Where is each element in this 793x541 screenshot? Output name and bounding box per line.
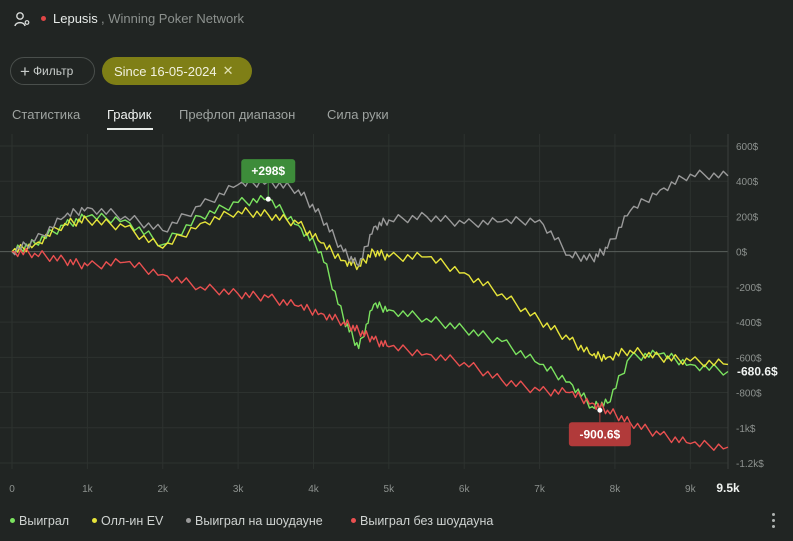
x-tick-label: 9k [685,484,697,495]
x-tick-label: 0 [9,484,15,495]
player-name: Lepusis [53,11,98,26]
max-value-label: +298$ [251,164,285,178]
min-value-label: -900.6$ [580,427,621,441]
date-filter-chip[interactable]: Since 16-05-2024 ✕ [102,57,252,85]
x-tick-label: 2k [157,484,169,495]
y-tick-label: 400$ [736,177,759,188]
extreme-point [597,407,603,413]
legend-dot [10,518,15,523]
close-icon[interactable]: ✕ [222,63,234,78]
legend-label: Выиграл без шоудауна [360,514,494,528]
legend-label: Олл-ин EV [101,514,164,528]
tab-statistics[interactable]: Статистика [12,107,81,122]
y-tick-label: -400$ [736,318,762,329]
y-tick-label: 200$ [736,212,759,223]
legend-item-showdown[interactable]: Выиграл на шоудауне [186,514,323,528]
extreme-point [265,196,271,202]
max-value-badge [241,159,296,184]
y-tick-label: -1k$ [736,424,756,435]
y-tick-label: -200$ [736,283,762,294]
y-tick-label: -600$ [736,353,762,364]
legend-dot [186,518,191,523]
x-tick-label: 4k [308,484,320,495]
tab-hand-strength[interactable]: Сила руки [327,107,389,122]
profit-chart[interactable]: 600$ 400$ 200$ 0$ -200$ -400$ -600$ -800$ -1k$ -1… [0,134,793,500]
y-tick-label: -1.2k$ [736,459,764,470]
status-dot [41,16,46,21]
active-tab-indicator [107,128,153,130]
legend-label: Выиграл на шоудауне [195,514,323,528]
user-settings-icon[interactable] [14,11,30,27]
date-filter-label: Since 16-05-2024 [114,63,217,79]
plus-icon: + [20,61,30,81]
showdown-line [11,169,729,267]
network-name: , Winning Poker Network [101,11,245,26]
end-value-label: -680.6$ [737,365,778,379]
allin-ev-line [11,206,729,368]
non-showdown-line [11,247,729,451]
legend-item-non-showdown[interactable]: Выиграл без шоудауна [351,514,493,528]
tab-bar: Статистика График Префлоп диапазон Сила … [0,104,793,132]
y-tick-label: 0$ [736,248,748,259]
top-bar: Lepusis , Winning Poker Network [0,0,793,38]
x-tick-label: 1k [82,484,94,495]
filter-label: Фильтр [32,64,74,78]
x-tick-label: 8k [610,484,622,495]
legend-item-won[interactable]: Выиграл [10,514,69,528]
won-line [11,194,729,410]
legend-item-allin-ev[interactable]: Олл-ин EV [92,514,163,528]
tab-graph[interactable]: График [107,107,152,122]
y-tick-label: -800$ [736,389,762,400]
x-tick-label: 9.5k [716,481,740,495]
y-tick-label: 600$ [736,142,759,153]
tab-preflop-range[interactable]: Префлоп диапазон [179,107,296,122]
x-tick-label: 5k [384,484,396,495]
x-tick-label: 6k [459,484,471,495]
legend-dot [92,518,97,523]
x-tick-label: 7k [534,484,546,495]
legend-dot [351,518,356,523]
more-vertical-icon[interactable] [768,510,780,530]
min-value-badge [568,422,631,447]
x-tick-label: 3k [233,484,245,495]
filter-button[interactable]: + Фильтр [10,57,95,85]
legend-label: Выиграл [19,514,70,528]
